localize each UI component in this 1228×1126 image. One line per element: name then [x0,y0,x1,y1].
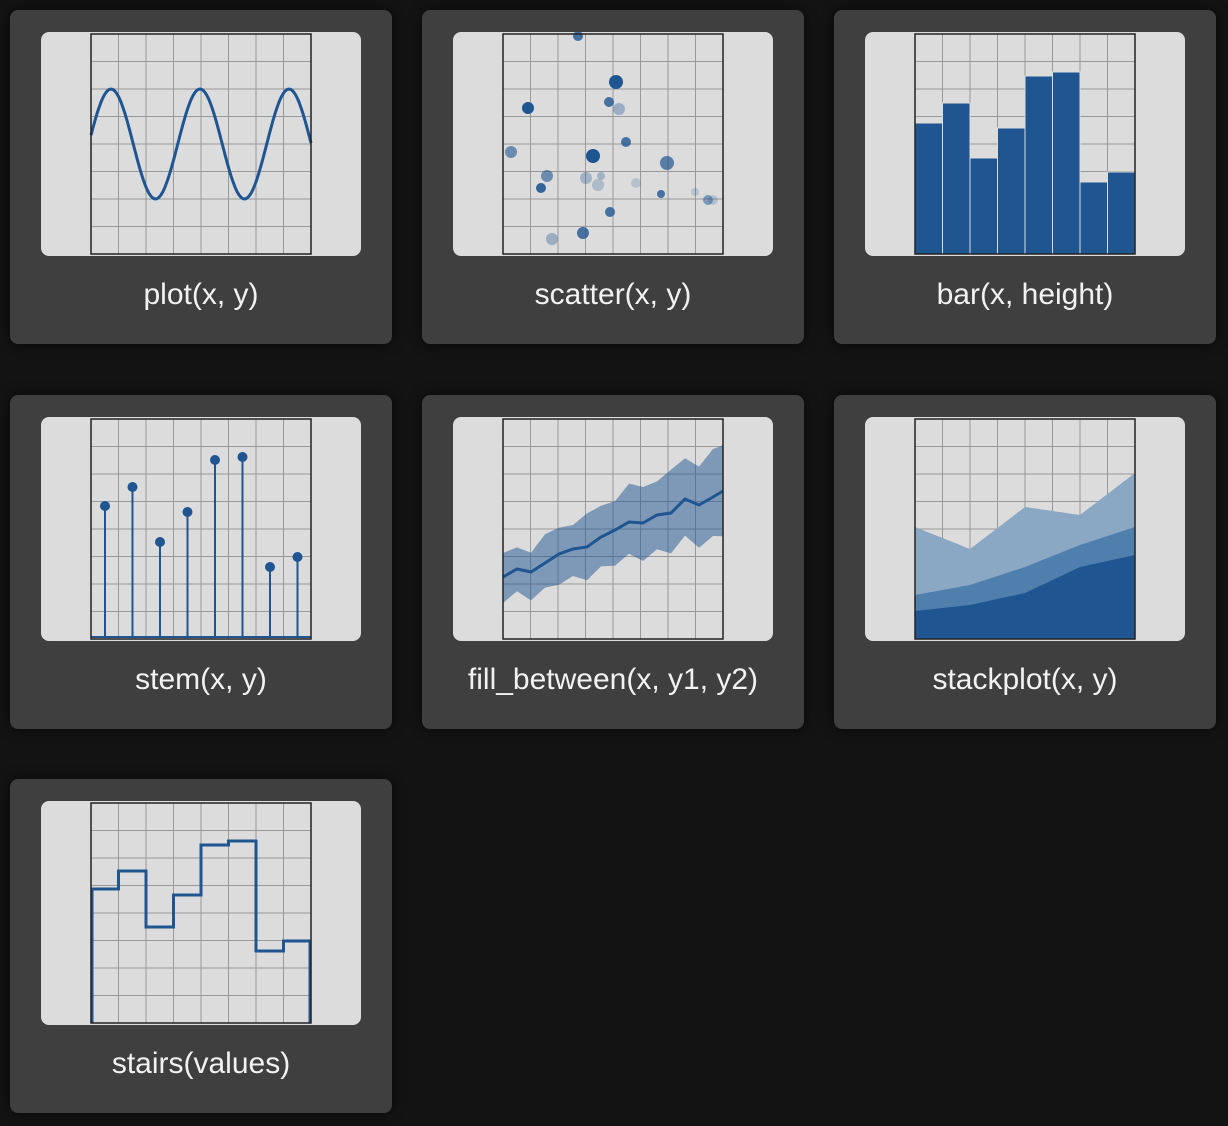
scatter-dot [708,195,718,205]
band [503,444,723,603]
thumbnail-icon [502,417,724,640]
thumbnail [453,31,773,256]
stairs-line [90,839,312,1023]
scatter-dot [691,188,699,196]
bar [1079,181,1108,255]
thumbnail-icon [90,802,312,1024]
mean-line [502,489,724,578]
scatter-dot [631,178,641,188]
bar [1024,75,1053,255]
bar [1052,71,1081,255]
icon-frame [914,417,1136,640]
thumbnail [865,32,1185,256]
scatter-dot [577,227,589,239]
scatter-dot [657,190,665,198]
scatter-dot [605,207,615,217]
card-label: bar(x, height) [936,278,1114,311]
sine-line [89,87,313,201]
stem-head [210,454,220,465]
scatter-dot [621,137,631,147]
thumbnail [41,801,361,1025]
bar [914,122,943,255]
gallery-card[interactable]: stem(x, y) [10,394,392,729]
thumbnail-icon [914,33,1136,255]
card-label: stairs(values) [111,1047,291,1080]
card-label: plot(x, y) [143,278,259,311]
thumbnail [453,416,773,641]
thumbnail-icon [90,417,312,640]
stem-head [292,551,303,562]
card-label: stem(x, y) [135,662,267,696]
icon-frame [90,33,312,255]
bar [969,157,998,255]
thumbnail-icon [914,417,1136,640]
bar [997,127,1026,255]
scatter-dot [604,97,614,107]
scatter-dot [613,103,625,115]
card-label: stackplot(x, y) [932,662,1118,696]
scatter-dot [580,172,592,184]
card-label: scatter(x, y) [534,278,692,311]
thumbnail-icon [502,31,724,255]
stem-head [182,506,193,517]
icon-frame [90,802,312,1024]
scatter-dot [541,170,553,182]
gallery-card[interactable]: plot(x, y) [10,10,392,344]
gallery-card[interactable]: stairs(values) [10,779,392,1113]
scatter-dot [546,233,558,245]
scatter-dot [505,146,517,158]
stem-head [100,500,110,511]
scatter-dot [592,179,604,191]
thumbnail [41,32,361,256]
scatter-dot [522,102,534,114]
gallery-card[interactable]: scatter(x, y) [422,10,804,344]
stack-bottom [915,554,1135,639]
gallery-card[interactable]: fill_between(x, y1, y2) [422,394,804,729]
gallery-card[interactable]: bar(x, height) [834,10,1216,344]
icon-frame [914,33,1136,255]
thumbnail [41,416,361,641]
icon-frame [502,417,724,640]
scatter-dot [609,75,623,89]
stem-head [265,561,275,572]
gallery-card[interactable]: stackplot(x, y) [834,394,1216,729]
stem-head [127,481,138,492]
thumbnail [865,416,1185,641]
scatter-dot [703,195,713,205]
scatter-dot [586,149,600,163]
icon-frame [90,417,312,640]
stem-head [155,536,165,547]
thumbnail-icon [89,33,313,255]
bar [1107,171,1136,255]
bar [942,102,971,255]
scatter-dot [597,172,605,180]
scatter-dot [536,183,546,193]
stem-head [237,451,248,462]
icon-frame [502,33,724,255]
card-label: fill_between(x, y1, y2) [467,662,759,696]
scatter-dot [660,156,674,170]
